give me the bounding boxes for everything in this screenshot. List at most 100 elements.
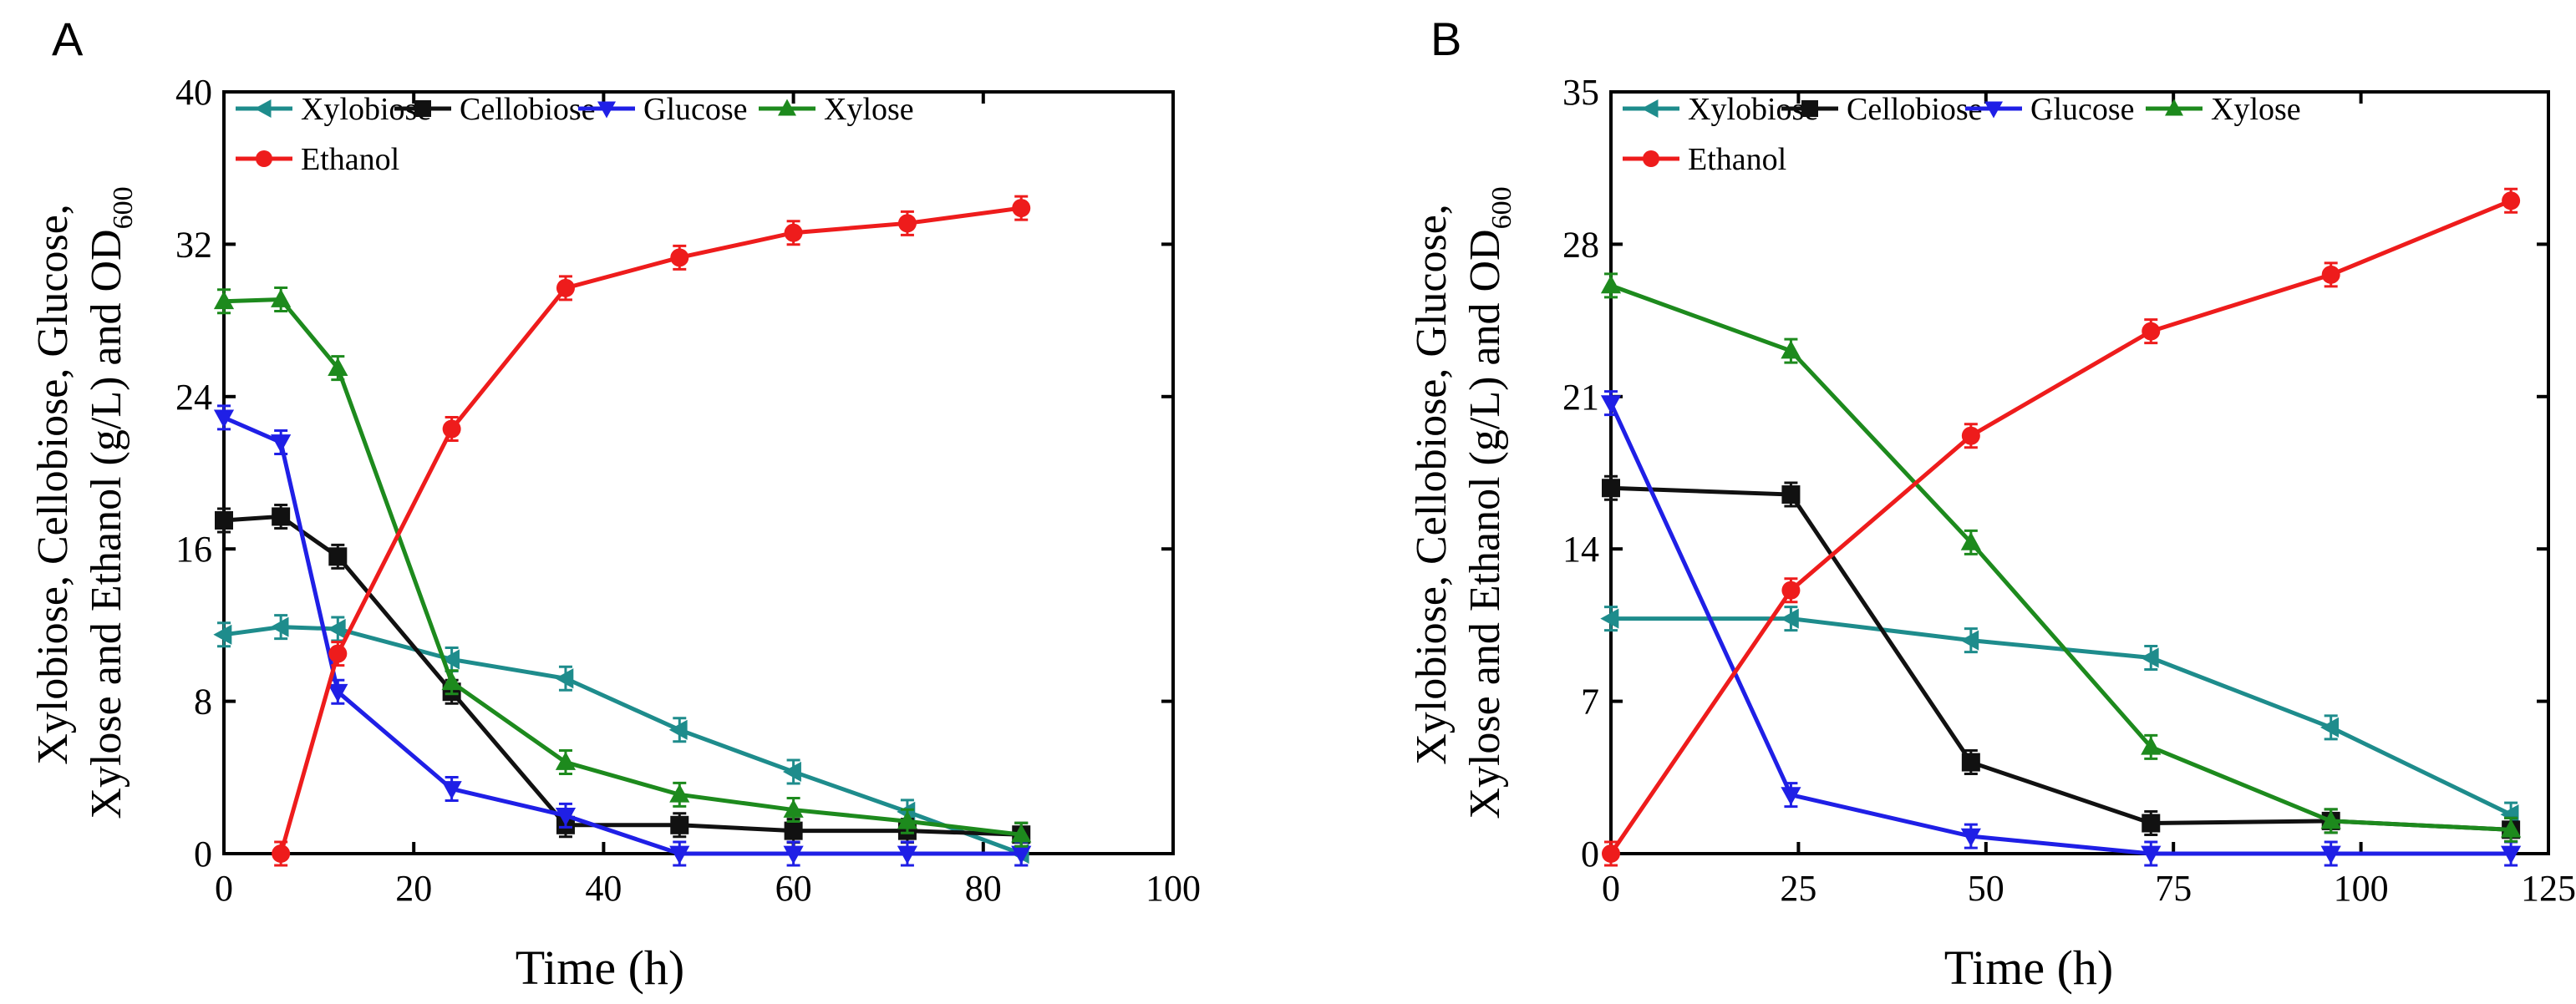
series-xylobiose-b (1600, 606, 2519, 828)
point-cellobiose (1781, 485, 1801, 505)
x-tick-label-b: 75 (2155, 868, 2192, 909)
point-xylose (2501, 819, 2522, 838)
y-axis-title-a: Xylobiose, Cellobiose, Glucose, Xylose a… (29, 186, 139, 819)
point-ethanol (1961, 426, 1980, 445)
point-xylobiose (782, 761, 801, 783)
line-glucose-b (1608, 402, 2512, 856)
point-glucose (213, 409, 235, 428)
y-tick-label-b: 14 (1562, 529, 1599, 570)
panel-label-a: A (52, 13, 84, 65)
point-glucose (1960, 828, 1981, 847)
series-ethanol-b (1602, 187, 2521, 867)
point-xylose (555, 751, 577, 770)
line-ethanol-b (1608, 198, 2512, 855)
y-axis-title-a-line2: Xylose and Ethanol (g/L) and OD600 (83, 186, 139, 819)
y-axis-title-a-subscript: 600 (108, 186, 139, 229)
legend-marker-xylobiose (1641, 99, 1659, 118)
point-cellobiose (1602, 479, 1620, 498)
point-glucose (2501, 845, 2522, 865)
y-tick-label-b: 0 (1581, 834, 1599, 875)
y-axis-title-b-line2-main: Xylose and Ethanol (g/L) and OD (1461, 229, 1509, 819)
x-tick-label-b: 0 (1602, 868, 1620, 909)
line-xylobiose-b (1611, 616, 2512, 817)
point-xylose (1960, 531, 1981, 550)
x-tick-label-b: 25 (1780, 868, 1816, 909)
x-tick-label-a: 80 (965, 868, 1002, 909)
line-xylose-b (1610, 283, 2512, 832)
point-xylose (441, 672, 462, 691)
point-xylose (1011, 824, 1032, 843)
y-axis-title-b-line2: Xylose and Ethanol (g/L) and OD600 (1461, 186, 1517, 819)
point-cellobiose (215, 511, 233, 530)
point-xylobiose (555, 668, 574, 689)
point-xylobiose (1960, 630, 1979, 651)
legend-marker-cellobiose (1801, 100, 1818, 117)
y-axis-title-a-line1: Xylobiose, Cellobiose, Glucose, (29, 204, 77, 765)
point-xylose (1781, 340, 1801, 359)
legend-label-ethanol: Ethanol (1688, 142, 1786, 177)
legend-label-xylose: Xylose (824, 92, 914, 127)
y-axis-title-b: Xylobiose, Cellobiose, Glucose, Xylose a… (1408, 186, 1517, 819)
legend-label-cellobiose: Cellobiose (1847, 92, 1983, 127)
y-tick-label-a: 40 (175, 72, 212, 113)
x-axis-title-b: Time (h) (1944, 941, 2114, 995)
point-cellobiose (1961, 753, 1980, 772)
point-glucose (897, 845, 918, 865)
y-tick-label-a: 24 (175, 377, 212, 418)
legend-marker-glucose (597, 101, 616, 119)
y-tick-label-b: 35 (1562, 72, 1599, 113)
x-tick-label-a: 60 (775, 868, 812, 909)
y-axis-title-a-line2-main: Xylose and Ethanol (g/L) and OD (83, 229, 130, 819)
series-xylose-b (1600, 272, 2522, 843)
point-glucose (555, 808, 577, 827)
point-xylobiose (1600, 608, 1619, 629)
x-tick-label-a: 20 (395, 868, 432, 909)
point-xylobiose (213, 624, 232, 645)
point-xylobiose (327, 618, 346, 640)
point-glucose (2320, 845, 2341, 865)
series-ethanol-a (272, 195, 1031, 867)
point-ethanol (1781, 581, 1801, 600)
line-ethanol-a (278, 205, 1022, 854)
x-tick-label-b: 125 (2521, 868, 2576, 909)
point-cellobiose (2142, 814, 2161, 833)
point-xylose (2320, 810, 2341, 829)
point-ethanol (2321, 265, 2340, 284)
point-cellobiose (670, 815, 689, 834)
x-tick-label-a: 40 (585, 868, 622, 909)
point-glucose (271, 434, 292, 454)
x-tick-label-a: 100 (1146, 868, 1201, 909)
y-tick-label-a: 32 (175, 224, 212, 265)
point-ethanol (897, 214, 917, 233)
point-cellobiose (328, 547, 348, 566)
point-xylobiose (668, 719, 688, 740)
point-xylose (897, 810, 918, 829)
series-cellobiose-b (1602, 474, 2521, 843)
point-xylose (783, 799, 804, 818)
point-xylose (1600, 275, 1622, 294)
point-xylose (213, 291, 235, 310)
y-axis-title-b-subscript: 600 (1486, 186, 1517, 229)
legend-label-glucose: Glucose (2030, 92, 2135, 127)
y-tick-label-b: 7 (1581, 682, 1599, 723)
x-tick-label-b: 100 (2334, 868, 2389, 909)
series-cellobiose-a (215, 503, 1031, 848)
point-glucose (1600, 395, 1622, 414)
point-ethanol (670, 248, 689, 267)
point-glucose (328, 683, 348, 702)
point-cellobiose (784, 821, 803, 840)
legend-marker-ethanol (1643, 150, 1659, 167)
legend-marker-xylose (778, 99, 796, 116)
point-ethanol (2142, 322, 2161, 341)
point-xylobiose (2500, 804, 2519, 825)
series-xylose-a (213, 286, 1032, 848)
panel-b: B Xylobiose, Cellobiose, Glucose, Xylose… (1408, 13, 2576, 995)
point-cellobiose (272, 507, 291, 526)
legend-marker-xylobiose (254, 99, 272, 118)
legend-label-glucose: Glucose (643, 92, 748, 127)
plot-frame-a (222, 90, 1175, 855)
point-glucose (1011, 845, 1032, 865)
y-tick-label-a: 8 (194, 682, 212, 723)
